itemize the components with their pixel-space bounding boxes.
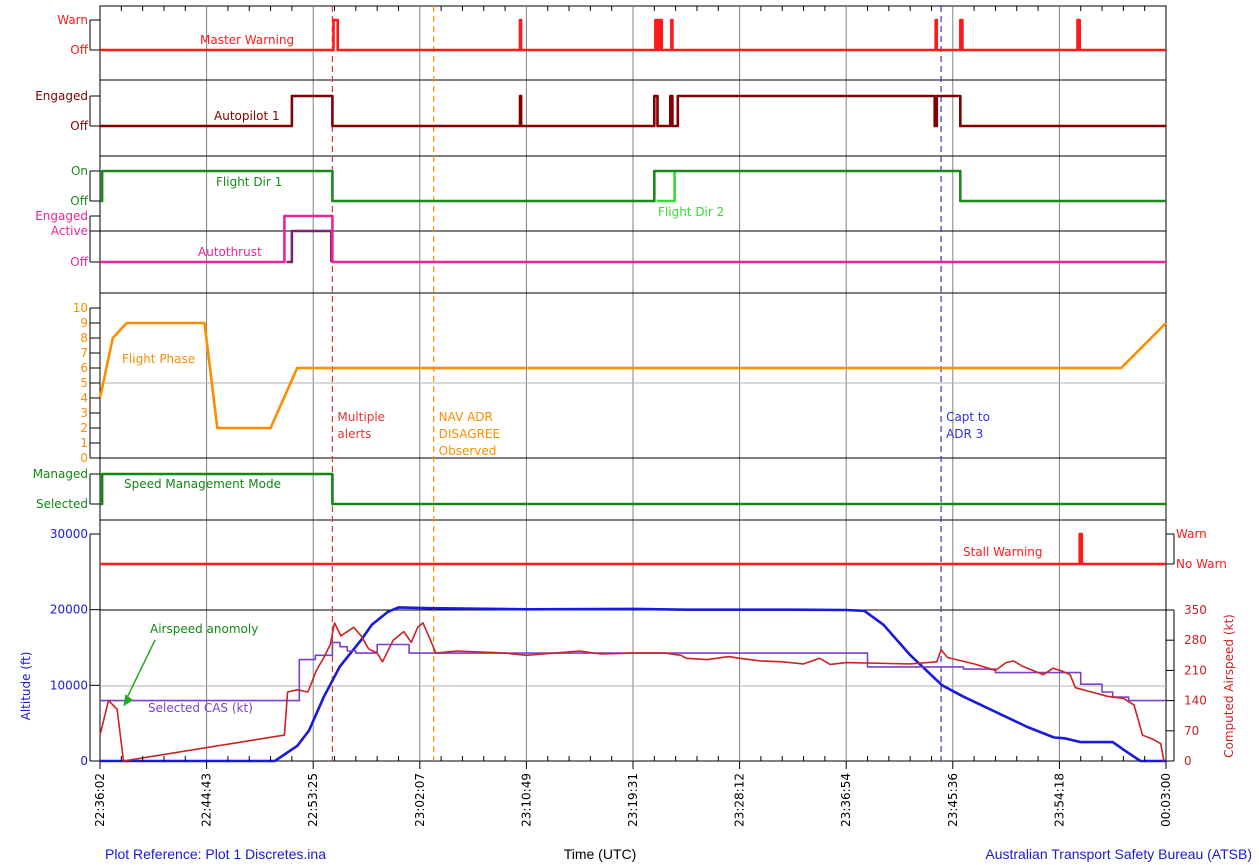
airspeed-tick-label: 70	[1184, 724, 1199, 738]
airspeed-tick-label: 140	[1184, 694, 1207, 708]
flight-phase-trace	[98, 321, 1167, 430]
autopilot1-trace	[100, 94, 1166, 128]
event-markers: Multiple alerts NAV ADR DISAGREE Observed Cap…	[331, 6, 990, 761]
labels: Master Warning Autopilot 1 Flight Dir 1 Fli…	[122, 33, 1043, 715]
event-label: Observed	[439, 444, 497, 458]
altitude-tick-label: 30000	[50, 527, 88, 541]
x-tick-label: 23:54:18	[1052, 773, 1066, 827]
state-label: Off	[70, 194, 88, 208]
flight_dir-label: Flight Dir 1	[216, 175, 282, 189]
altitude-tick-label: 20000	[50, 603, 88, 617]
phase-tick-label: 6	[80, 361, 88, 375]
grid	[99, 5, 1167, 762]
phase-tick-label: 4	[80, 391, 88, 405]
phase-tick-label: 5	[80, 376, 88, 390]
state-label: Off	[70, 255, 88, 269]
autopilot1-label: Autopilot 1	[214, 109, 280, 123]
x-tick-label: 23:45:36	[946, 773, 960, 827]
state-label: Managed	[33, 467, 88, 481]
x-tick-label: 23:19:31	[626, 773, 640, 827]
x-tick-label: 23:28:12	[733, 773, 747, 827]
phase-tick-label: 7	[80, 346, 88, 360]
altitude-tick-label: 10000	[50, 678, 88, 692]
event-label: alerts	[337, 427, 371, 441]
phase-tick-label: 2	[80, 421, 88, 435]
x-tick-label: 22:44:43	[200, 773, 214, 827]
autothrust-trace	[100, 214, 1166, 264]
annotation-arrow	[125, 639, 156, 700]
flight_dir-trace	[100, 169, 1166, 203]
event-label: Capt to	[946, 410, 990, 424]
master_warning-trace	[100, 18, 1166, 52]
phase-tick-label: 0	[80, 451, 88, 465]
master_warning-label: Master Warning	[200, 33, 294, 47]
autothrust-trace	[286, 229, 333, 264]
phase-tick-label: 10	[73, 301, 88, 315]
speed_mode-trace	[100, 472, 1166, 506]
x-tick-label: 22:36:02	[93, 773, 107, 827]
state-label: Engaged	[35, 89, 88, 103]
footer-attribution: Australian Transport Safety Bureau (ATSB…	[985, 846, 1252, 862]
phase-tick-label: 3	[80, 406, 88, 420]
state-label: Selected	[36, 497, 88, 511]
altitude-tick-label: 0	[80, 754, 88, 768]
flight-phase-label: Flight Phase	[122, 352, 195, 366]
state-label: Engaged	[35, 209, 88, 223]
airspeed-tick-label: 0	[1184, 754, 1192, 768]
phase-tick-label: 8	[80, 331, 88, 345]
stall_warning-trace	[100, 532, 1166, 566]
x-tick-label: 23:36:54	[839, 773, 853, 827]
state-label: No Warn	[1176, 557, 1227, 571]
altitude-axis-label: Altitude (ft)	[19, 652, 33, 721]
traces	[98, 18, 1167, 763]
phase-tick-label: 9	[80, 316, 88, 330]
state-label: Off	[70, 119, 88, 133]
state-label: Warn	[57, 13, 88, 27]
x-tick-label: 23:02:07	[413, 773, 427, 827]
speed_mode-label: Speed Management Mode	[124, 477, 281, 491]
x-tick-label: 00:03:00	[1159, 773, 1173, 827]
x-axis-label: Time (UTC)	[564, 846, 637, 862]
altitude-trace	[100, 606, 1166, 763]
flight_dir-label-2: Flight Dir 2	[658, 205, 724, 219]
autothrust-label: Autothrust	[198, 245, 262, 259]
event-label: Multiple	[337, 410, 385, 424]
selected-cas-trace	[100, 641, 1166, 702]
airspeed-axis-label: Computed Airspeed (kt)	[1222, 614, 1236, 758]
annotation-arrowhead	[123, 694, 134, 707]
x-tick-label: 22:53:25	[306, 773, 320, 827]
selected-cas-label: Selected CAS (kt)	[148, 701, 253, 715]
airspeed-tick-label: 210	[1184, 663, 1207, 677]
event-label: NAV ADR	[439, 410, 493, 424]
x-tick-label: 23:10:49	[519, 773, 533, 827]
airspeed-tick-label: 350	[1184, 603, 1207, 617]
axes: 22:36:02 22:44:43 22:53:25 23:02:07 23:10:49…	[19, 6, 1236, 827]
state-label: On	[71, 164, 88, 178]
phase-tick-label: 1	[80, 436, 88, 450]
flight_dir-trace	[656, 169, 677, 203]
event-label: ADR 3	[946, 427, 983, 441]
airspeed-tick-label: 280	[1184, 633, 1207, 647]
state-label: Warn	[1176, 527, 1207, 541]
state-label: Active	[51, 224, 88, 238]
event-label: DISAGREE	[439, 427, 500, 441]
footer-plot-reference: Plot Reference: Plot 1 Discretes.ina	[105, 846, 326, 862]
airspeed-trace	[99, 622, 1165, 762]
state-label: Off	[70, 43, 88, 57]
annotation-label: Airspeed anomoly	[150, 622, 258, 636]
stall_warning-label: Stall Warning	[963, 545, 1043, 559]
